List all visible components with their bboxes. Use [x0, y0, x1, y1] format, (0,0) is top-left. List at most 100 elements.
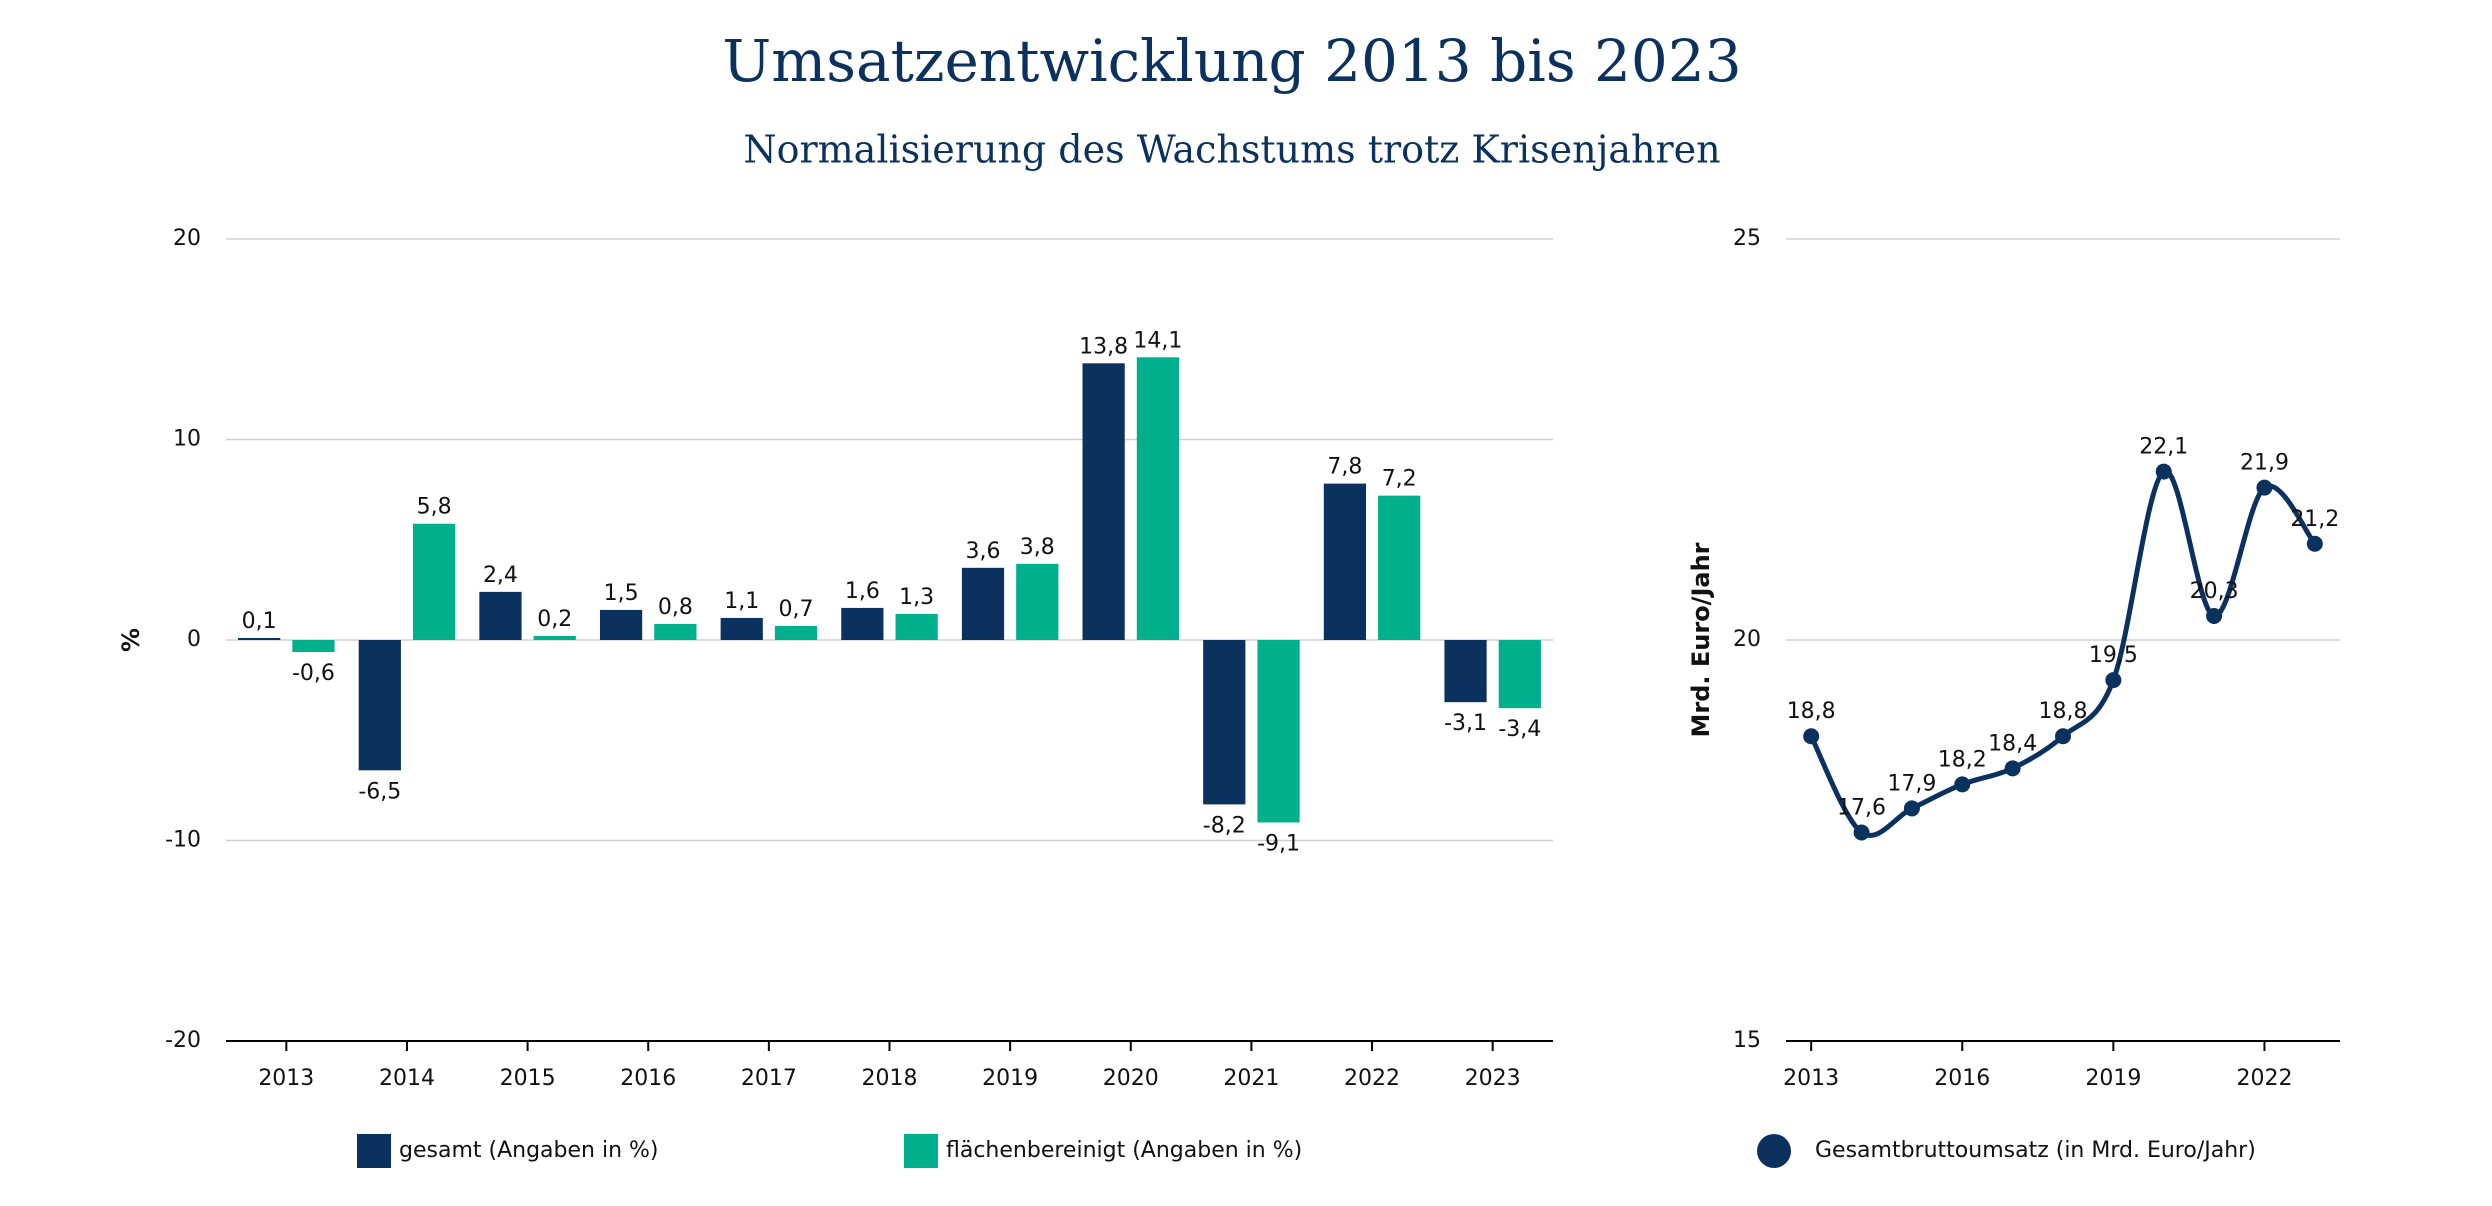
legend-marker — [904, 1134, 938, 1168]
bar — [479, 591, 522, 640]
point — [1954, 776, 1971, 793]
chart-title: Umsatzentwicklung 2013 bis 2023 — [722, 27, 1741, 95]
bar — [774, 625, 818, 640]
y-tick-label: -20 — [165, 1028, 201, 1053]
bar — [1136, 357, 1180, 640]
y-tick-label: 10 — [173, 427, 201, 452]
data-label: 21,9 — [2240, 451, 2289, 476]
bar — [1444, 640, 1487, 703]
x-tick-label: 2013 — [258, 1066, 314, 1091]
data-label: 18,2 — [1938, 747, 1987, 772]
bar — [1082, 363, 1125, 640]
data-label: 0,7 — [779, 597, 814, 622]
data-label: 1,5 — [604, 581, 639, 606]
legend-label: flächenbereinigt (Angaben in %) — [946, 1138, 1302, 1163]
data-label: 19,5 — [2089, 643, 2138, 668]
data-label: 13,8 — [1079, 334, 1128, 359]
x-tick-label: 2022 — [2236, 1066, 2292, 1091]
bar — [599, 609, 643, 640]
point — [2055, 728, 2071, 745]
chart-subtitle: Normalisierung des Wachstums trotz Krise… — [743, 128, 1720, 172]
x-tick-label: 2016 — [620, 1066, 676, 1091]
bar — [1323, 483, 1367, 640]
data-label: 0,2 — [537, 607, 572, 632]
data-label: -3,1 — [1444, 711, 1487, 736]
line — [1808, 469, 2317, 838]
y-tick-label: 20 — [173, 226, 201, 251]
bar — [654, 623, 697, 640]
bar — [895, 613, 938, 640]
y-axis-label: % — [117, 628, 145, 652]
data-label: -0,6 — [292, 661, 335, 686]
data-label: 1,6 — [845, 579, 880, 604]
legend-marker — [357, 1134, 391, 1168]
x-tick-label: 2019 — [982, 1066, 1038, 1091]
data-label: 3,6 — [965, 539, 1000, 564]
data-label: 3,8 — [1020, 535, 1055, 560]
x-tick-label: 2017 — [741, 1066, 797, 1091]
point — [2105, 672, 2122, 689]
data-label: 14,1 — [1133, 328, 1182, 353]
bar — [1378, 495, 1421, 640]
data-label: 0,1 — [242, 609, 277, 634]
y-tick-label: 15 — [1733, 1028, 1761, 1053]
point — [1803, 728, 1820, 745]
legend-label: gesamt (Angaben in %) — [399, 1138, 659, 1163]
bar — [358, 640, 401, 771]
bar — [412, 523, 456, 640]
data-label: 21,2 — [2290, 507, 2339, 532]
point — [1903, 800, 1920, 817]
data-label: -3,4 — [1498, 717, 1541, 742]
x-tick-label: 2018 — [862, 1066, 918, 1091]
point — [2206, 607, 2223, 624]
data-label: 7,8 — [1327, 455, 1362, 480]
data-label: -8,2 — [1203, 813, 1246, 838]
x-tick-label: 2013 — [1783, 1066, 1839, 1091]
y-tick-label: 0 — [187, 627, 201, 652]
x-tick-label: 2022 — [1344, 1066, 1400, 1091]
x-tick-label: 2021 — [1223, 1066, 1279, 1091]
data-label: 1,1 — [724, 589, 759, 614]
point — [2306, 535, 2323, 552]
data-label: 20,3 — [2190, 579, 2239, 604]
data-label: 7,2 — [1382, 467, 1417, 492]
x-tick-label: 2016 — [1934, 1066, 1990, 1091]
point — [2155, 463, 2172, 480]
bar — [292, 640, 335, 653]
data-label: 2,4 — [483, 563, 518, 588]
data-label: 18,4 — [1988, 731, 2037, 756]
bar — [238, 637, 281, 640]
data-label: 1,3 — [899, 585, 934, 610]
data-label: -9,1 — [1257, 831, 1300, 856]
bar — [1257, 640, 1300, 823]
x-tick-label: 2015 — [500, 1066, 556, 1091]
data-label: 17,6 — [1837, 795, 1886, 820]
data-label: 17,9 — [1887, 771, 1936, 796]
x-tick-label: 2020 — [1103, 1066, 1159, 1091]
bar — [1498, 640, 1541, 709]
legend-marker — [1757, 1134, 1791, 1168]
point — [1853, 824, 1870, 841]
y-axis-label: Mrd. Euro/Jahr — [1687, 542, 1715, 737]
data-label: -6,5 — [358, 779, 401, 804]
data-label: 22,1 — [2139, 435, 2188, 460]
data-label: 18,8 — [2039, 699, 2088, 724]
point — [2256, 479, 2273, 496]
x-tick-label: 2014 — [379, 1066, 435, 1091]
y-tick-label: 20 — [1733, 627, 1761, 652]
data-label: 5,8 — [417, 495, 452, 520]
bar — [1016, 563, 1059, 640]
y-tick-label: 25 — [1733, 226, 1761, 251]
y-tick-label: -10 — [165, 828, 201, 853]
bar — [841, 607, 884, 640]
bar — [720, 617, 763, 640]
x-tick-label: 2019 — [2085, 1066, 2141, 1091]
bar — [961, 567, 1005, 640]
bar — [1203, 640, 1246, 805]
x-tick-label: 2023 — [1465, 1066, 1521, 1091]
legend-label: Gesamtbruttoumsatz (in Mrd. Euro/Jahr) — [1815, 1138, 2256, 1163]
data-label: 18,8 — [1787, 699, 1836, 724]
point — [2004, 760, 2021, 777]
